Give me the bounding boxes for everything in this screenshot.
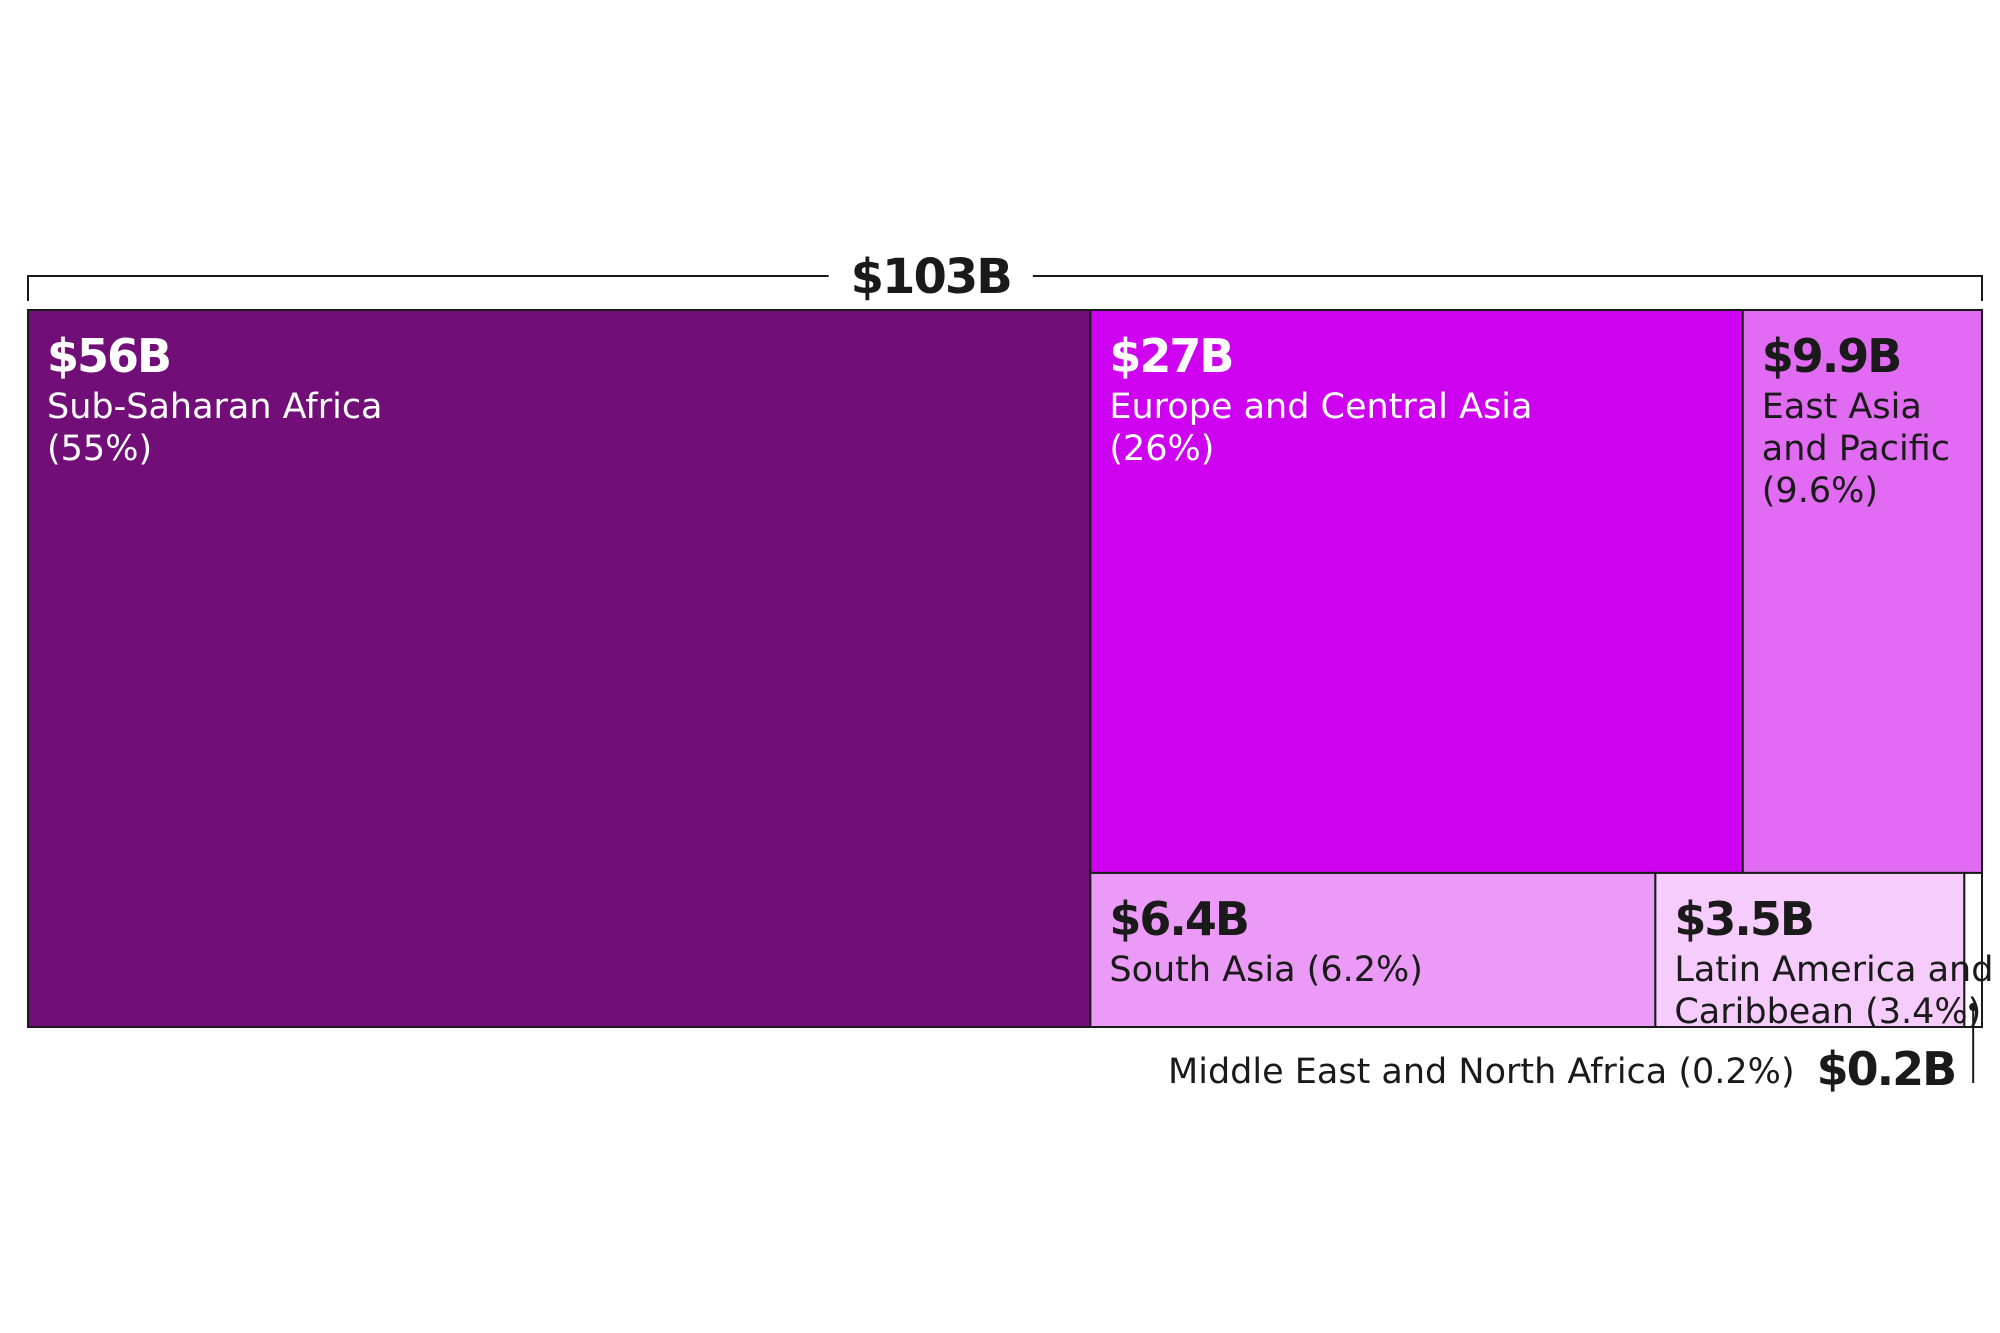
treemap-outline	[27, 309, 1983, 1028]
value-label-south-asia: $6.4B	[1109, 892, 1248, 946]
category-label-middle-east-and-north-africa: Middle East and North Africa (0.2%)	[1168, 1052, 1795, 1092]
value-label-latin-america-and-caribbean: $3.5B	[1674, 892, 1813, 946]
value-label-sub-saharan-africa: $56B	[47, 329, 170, 383]
cell-south-asia	[1089, 871, 1657, 1028]
category-label-east-asia-and-pacific: and Pacific	[1762, 429, 1950, 469]
category-label-latin-america-and-caribbean: Latin America and	[1674, 950, 1993, 990]
category-label-east-asia-and-pacific: East Asia	[1762, 387, 1922, 427]
total-label: $103B	[851, 249, 1011, 305]
value-label-europe-and-central-asia: $27B	[1109, 329, 1232, 383]
category-label-sub-saharan-africa: Sub-Saharan Africa	[47, 387, 383, 427]
bracket-right	[1032, 275, 1983, 301]
category-label-south-asia: South Asia (6.2%)	[1109, 950, 1423, 990]
treemap-cells	[27, 309, 1984, 1028]
category-label-europe-and-central-asia: (26%)	[1109, 429, 1214, 469]
total-bracket: $103B	[27, 249, 1983, 305]
cell-europe-and-central-asia	[1089, 309, 1744, 874]
category-label-sub-saharan-africa: (55%)	[47, 429, 152, 469]
value-label-east-asia-and-pacific: $9.9B	[1762, 329, 1901, 383]
cell-latin-america-and-caribbean	[1654, 871, 1966, 1028]
value-label-middle-east-and-north-africa: $0.2B	[1817, 1042, 1956, 1096]
bracket-left	[27, 275, 829, 301]
category-label-latin-america-and-caribbean: Caribbean (3.4%)	[1674, 992, 1981, 1032]
category-label-east-asia-and-pacific: (9.6%)	[1762, 471, 1878, 511]
category-label-europe-and-central-asia: Europe and Central Asia	[1109, 387, 1532, 427]
cell-sub-saharan-africa	[27, 309, 1092, 1028]
